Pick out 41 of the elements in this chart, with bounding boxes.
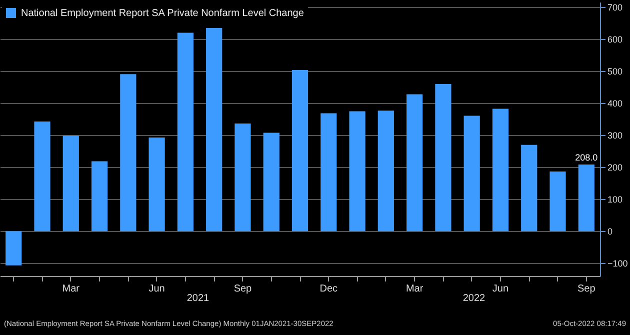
bar [62, 136, 79, 232]
bar [234, 123, 251, 232]
y-tick-label: 700 [608, 2, 623, 12]
bar [349, 111, 366, 232]
y-tick-label: 200 [608, 162, 623, 173]
bar [521, 144, 538, 232]
bar [91, 161, 108, 232]
y-tick-label: 600 [608, 34, 623, 44]
x-tick-label: Jun [148, 284, 165, 294]
bar [120, 74, 136, 232]
bar [320, 113, 337, 232]
y-tick-label: 400 [608, 98, 623, 108]
x-tick-label: Mar [406, 284, 424, 294]
y-tick-label: 0 [608, 226, 613, 237]
y-tick-label: 300 [608, 130, 623, 140]
bar [435, 84, 452, 232]
y-tick-label: −100 [608, 258, 628, 269]
x-tick-label: Sep [234, 284, 252, 294]
bar [492, 108, 509, 232]
text: 2022 [462, 293, 486, 304]
x-tick-label: Mar [62, 284, 80, 294]
bar [292, 70, 308, 232]
legend-label: National Employment Report SA Private Nonfarm Level Change [21, 8, 304, 19]
bar [206, 28, 222, 232]
data-label: 208.0 [575, 152, 598, 162]
bar [263, 132, 280, 232]
y-tick-label: 500 [608, 66, 623, 76]
x-tick-label: Dec [320, 284, 338, 294]
bar [6, 231, 22, 266]
bar [378, 110, 394, 232]
y-tick-label: 100 [608, 194, 623, 205]
x-tick-label: Sep [578, 284, 596, 294]
bar [550, 172, 566, 232]
bar [34, 122, 50, 232]
x-tick-label: Jun [492, 284, 509, 294]
bar [578, 164, 594, 232]
bar [177, 32, 194, 232]
text: 2021 [186, 293, 210, 304]
bar [148, 138, 165, 232]
bar [406, 94, 423, 232]
bar [464, 116, 480, 232]
